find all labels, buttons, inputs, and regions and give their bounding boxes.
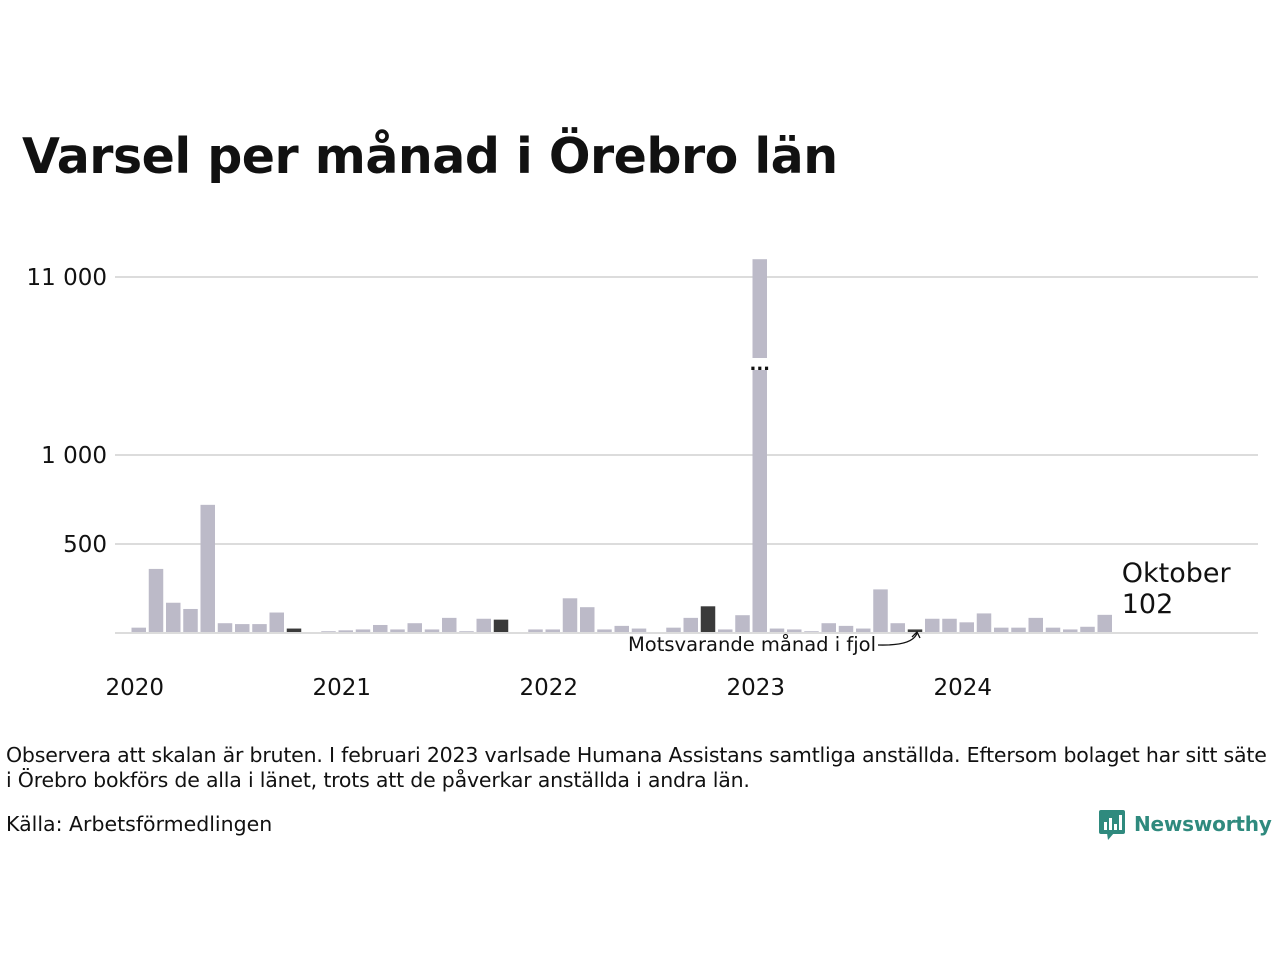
bar-2022-06 <box>631 628 647 633</box>
x-tick-label: 2021 <box>312 675 371 701</box>
bar-2022-05 <box>614 625 629 633</box>
bar-2023-09 <box>890 623 905 633</box>
newsworthy-logo[interactable]: Newsworthy <box>1098 807 1272 841</box>
bar-2022-10 <box>700 606 716 633</box>
bar-2023-10 <box>907 629 923 633</box>
chart-title: Varsel per månad i Örebro län <box>22 128 838 185</box>
bar-2022-01 <box>545 629 560 633</box>
bar-2023-06 <box>838 625 854 633</box>
bar-2024-06 <box>1045 627 1061 633</box>
chart-note: Observera att skalan är bruten. I februa… <box>6 743 1267 792</box>
bar-2021-10 <box>493 619 509 633</box>
bar-2023-01 <box>752 259 767 633</box>
bar-2020-10 <box>286 628 302 633</box>
x-tick-label: 2023 <box>726 675 785 701</box>
bar-2022-04 <box>597 629 612 633</box>
same-month-annotation: Motsvarande månad i fjol <box>628 633 876 656</box>
bar-2022-08 <box>666 627 681 633</box>
bar-2020-01 <box>131 627 146 633</box>
bar-2021-09 <box>476 618 491 633</box>
current-month-value: 102 <box>1122 589 1174 620</box>
bar-2024-03 <box>994 627 1009 633</box>
bar-2021-02 <box>355 629 371 633</box>
bar-2020-09 <box>269 612 284 633</box>
bar-2021-05 <box>407 623 422 633</box>
x-tick-label: 2020 <box>105 675 164 701</box>
scale-break-gap <box>750 358 769 370</box>
bar-2023-08 <box>873 589 888 633</box>
bar-2020-02 <box>148 568 164 633</box>
bars: ... <box>131 259 1112 633</box>
bar-2021-04 <box>390 629 405 633</box>
bar-2024-07 <box>1063 629 1078 633</box>
bar-2024-09 <box>1097 614 1112 633</box>
bar-2021-03 <box>373 624 388 633</box>
current-month-label: Oktober <box>1122 558 1232 589</box>
bar-2022-12 <box>735 615 750 633</box>
brand-name: Newsworthy <box>1134 812 1272 836</box>
y-tick-label: 500 <box>63 532 107 558</box>
bar-2024-02 <box>976 613 992 633</box>
bar-2024-05 <box>1028 617 1043 633</box>
bar-2023-12 <box>942 618 957 633</box>
bar-2023-02 <box>769 628 785 633</box>
bar-2021-12 <box>528 629 543 633</box>
bar-2021-07 <box>442 617 457 633</box>
y-tick-label: 1 000 <box>41 443 107 469</box>
newsworthy-logo-icon <box>1099 810 1125 840</box>
bar-2022-11 <box>718 629 733 633</box>
bar-2020-04 <box>183 608 198 633</box>
source-text: Källa: Arbetsförmedlingen <box>6 812 273 836</box>
bar-2021-06 <box>424 629 440 633</box>
bar-2024-01 <box>959 622 974 633</box>
bar-2022-09 <box>683 617 698 633</box>
bar-2023-11 <box>925 618 940 633</box>
y-tick-label: 11 000 <box>27 265 107 291</box>
bar-2020-06 <box>217 623 233 633</box>
bar-2024-04 <box>1011 627 1026 633</box>
bar-2020-08 <box>252 624 267 633</box>
bar-2021-01 <box>338 630 353 633</box>
bar-2020-05 <box>200 504 215 633</box>
bar-2022-03 <box>580 607 595 633</box>
annotation-arrow <box>877 632 918 646</box>
y-axis-ticks: 500 1 000 11 000 <box>27 265 107 558</box>
bar-2022-02 <box>562 598 578 633</box>
bar-2023-07 <box>856 628 871 633</box>
bar-2024-08 <box>1080 626 1095 633</box>
x-tick-label: 2024 <box>933 675 992 701</box>
x-axis-ticks: 2020 2021 2022 2023 2024 <box>105 675 992 701</box>
bar-2023-05 <box>821 623 836 633</box>
bar-2020-07 <box>235 624 250 633</box>
annotation-arrowhead <box>911 630 921 639</box>
bar-2023-03 <box>787 629 802 633</box>
x-tick-label: 2022 <box>519 675 578 701</box>
bar-2020-03 <box>166 602 181 633</box>
grid-lines <box>115 276 1258 545</box>
scale-break-marker: ... <box>749 354 770 375</box>
